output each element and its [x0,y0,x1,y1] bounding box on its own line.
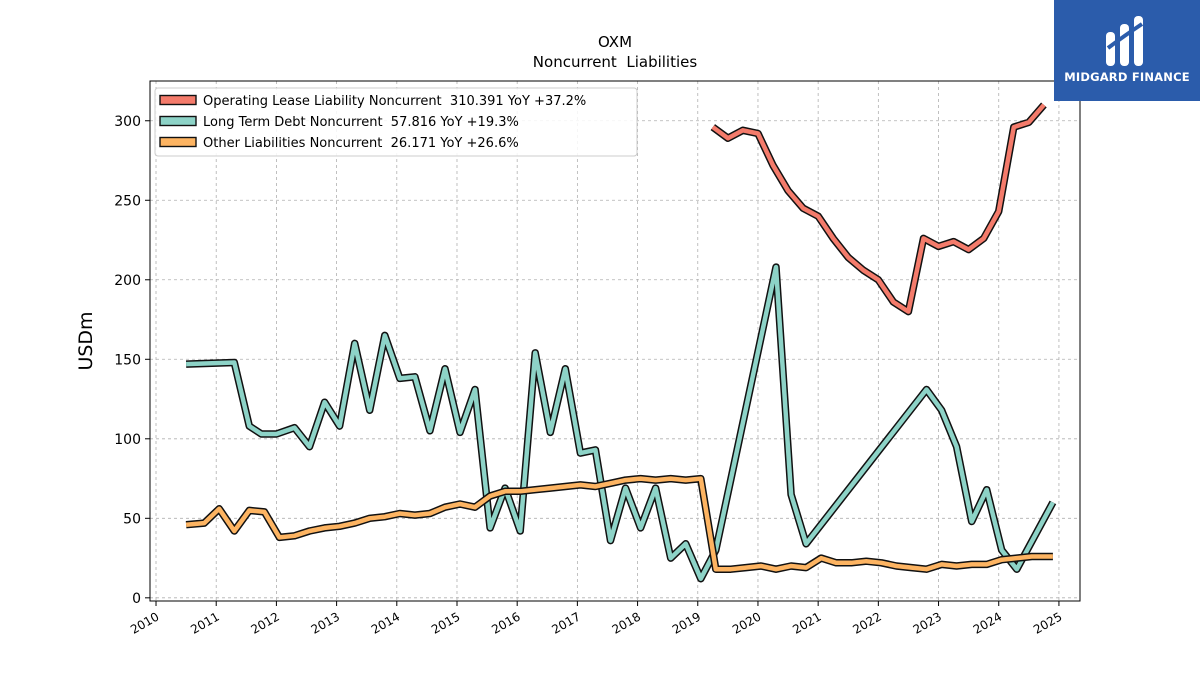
y-axis-label: USDm [75,311,97,370]
logo-text: MIDGARD FINANCE [1064,70,1190,84]
y-tick-label: 50 [123,511,141,527]
x-tick-label: 2024 [971,609,1004,636]
y-tick-label: 0 [132,591,141,607]
x-tick-label: 2016 [489,609,522,636]
x-tick-label: 2018 [610,609,643,636]
y-tick-label: 250 [114,193,141,209]
y-tick-label: 100 [114,432,141,448]
x-tick-label: 2019 [670,609,703,636]
x-tick-label: 2014 [369,609,402,636]
x-tick-label: 2013 [309,609,342,636]
brand-logo: MIDGARD FINANCE [1054,0,1200,101]
x-tick-label: 2020 [730,609,763,636]
series-line [186,264,1055,581]
legend-swatch [159,115,197,127]
series-line [711,103,1046,314]
x-tick-label: 2021 [790,609,823,636]
chart-title: OXM [598,33,632,51]
x-tick-label: 2012 [248,609,281,636]
y-tick-label: 200 [114,273,141,289]
legend-label: Long Term Debt Noncurrent 57.816 YoY +19… [203,115,519,130]
x-tick-label: 2011 [188,609,221,636]
legend-box [154,87,638,157]
legend-label: Operating Lease Liability Noncurrent 310… [203,94,586,109]
x-tick-label: 2010 [128,609,161,636]
x-tick-label: 2022 [850,609,883,636]
midgard-logo-icon [1106,16,1144,66]
legend: Operating Lease Liability Noncurrent 310… [154,87,638,157]
legend-swatch [159,94,197,106]
legend-swatch [159,136,197,148]
series-outline [185,474,1053,573]
x-tick-label: 2023 [911,609,944,636]
y-tick-label: 150 [114,352,141,368]
chart-subtitle: Noncurrent Liabilities [533,53,698,71]
x-tick-label: 2015 [429,609,462,636]
series-line [185,476,1053,572]
legend-label: Other Liabilities Noncurrent 26.171 YoY … [203,136,519,151]
x-tick-label: 2017 [549,609,582,636]
plot-frame [149,80,1081,602]
y-tick-label: 300 [114,114,141,130]
x-tick-label: 2025 [1031,609,1064,636]
